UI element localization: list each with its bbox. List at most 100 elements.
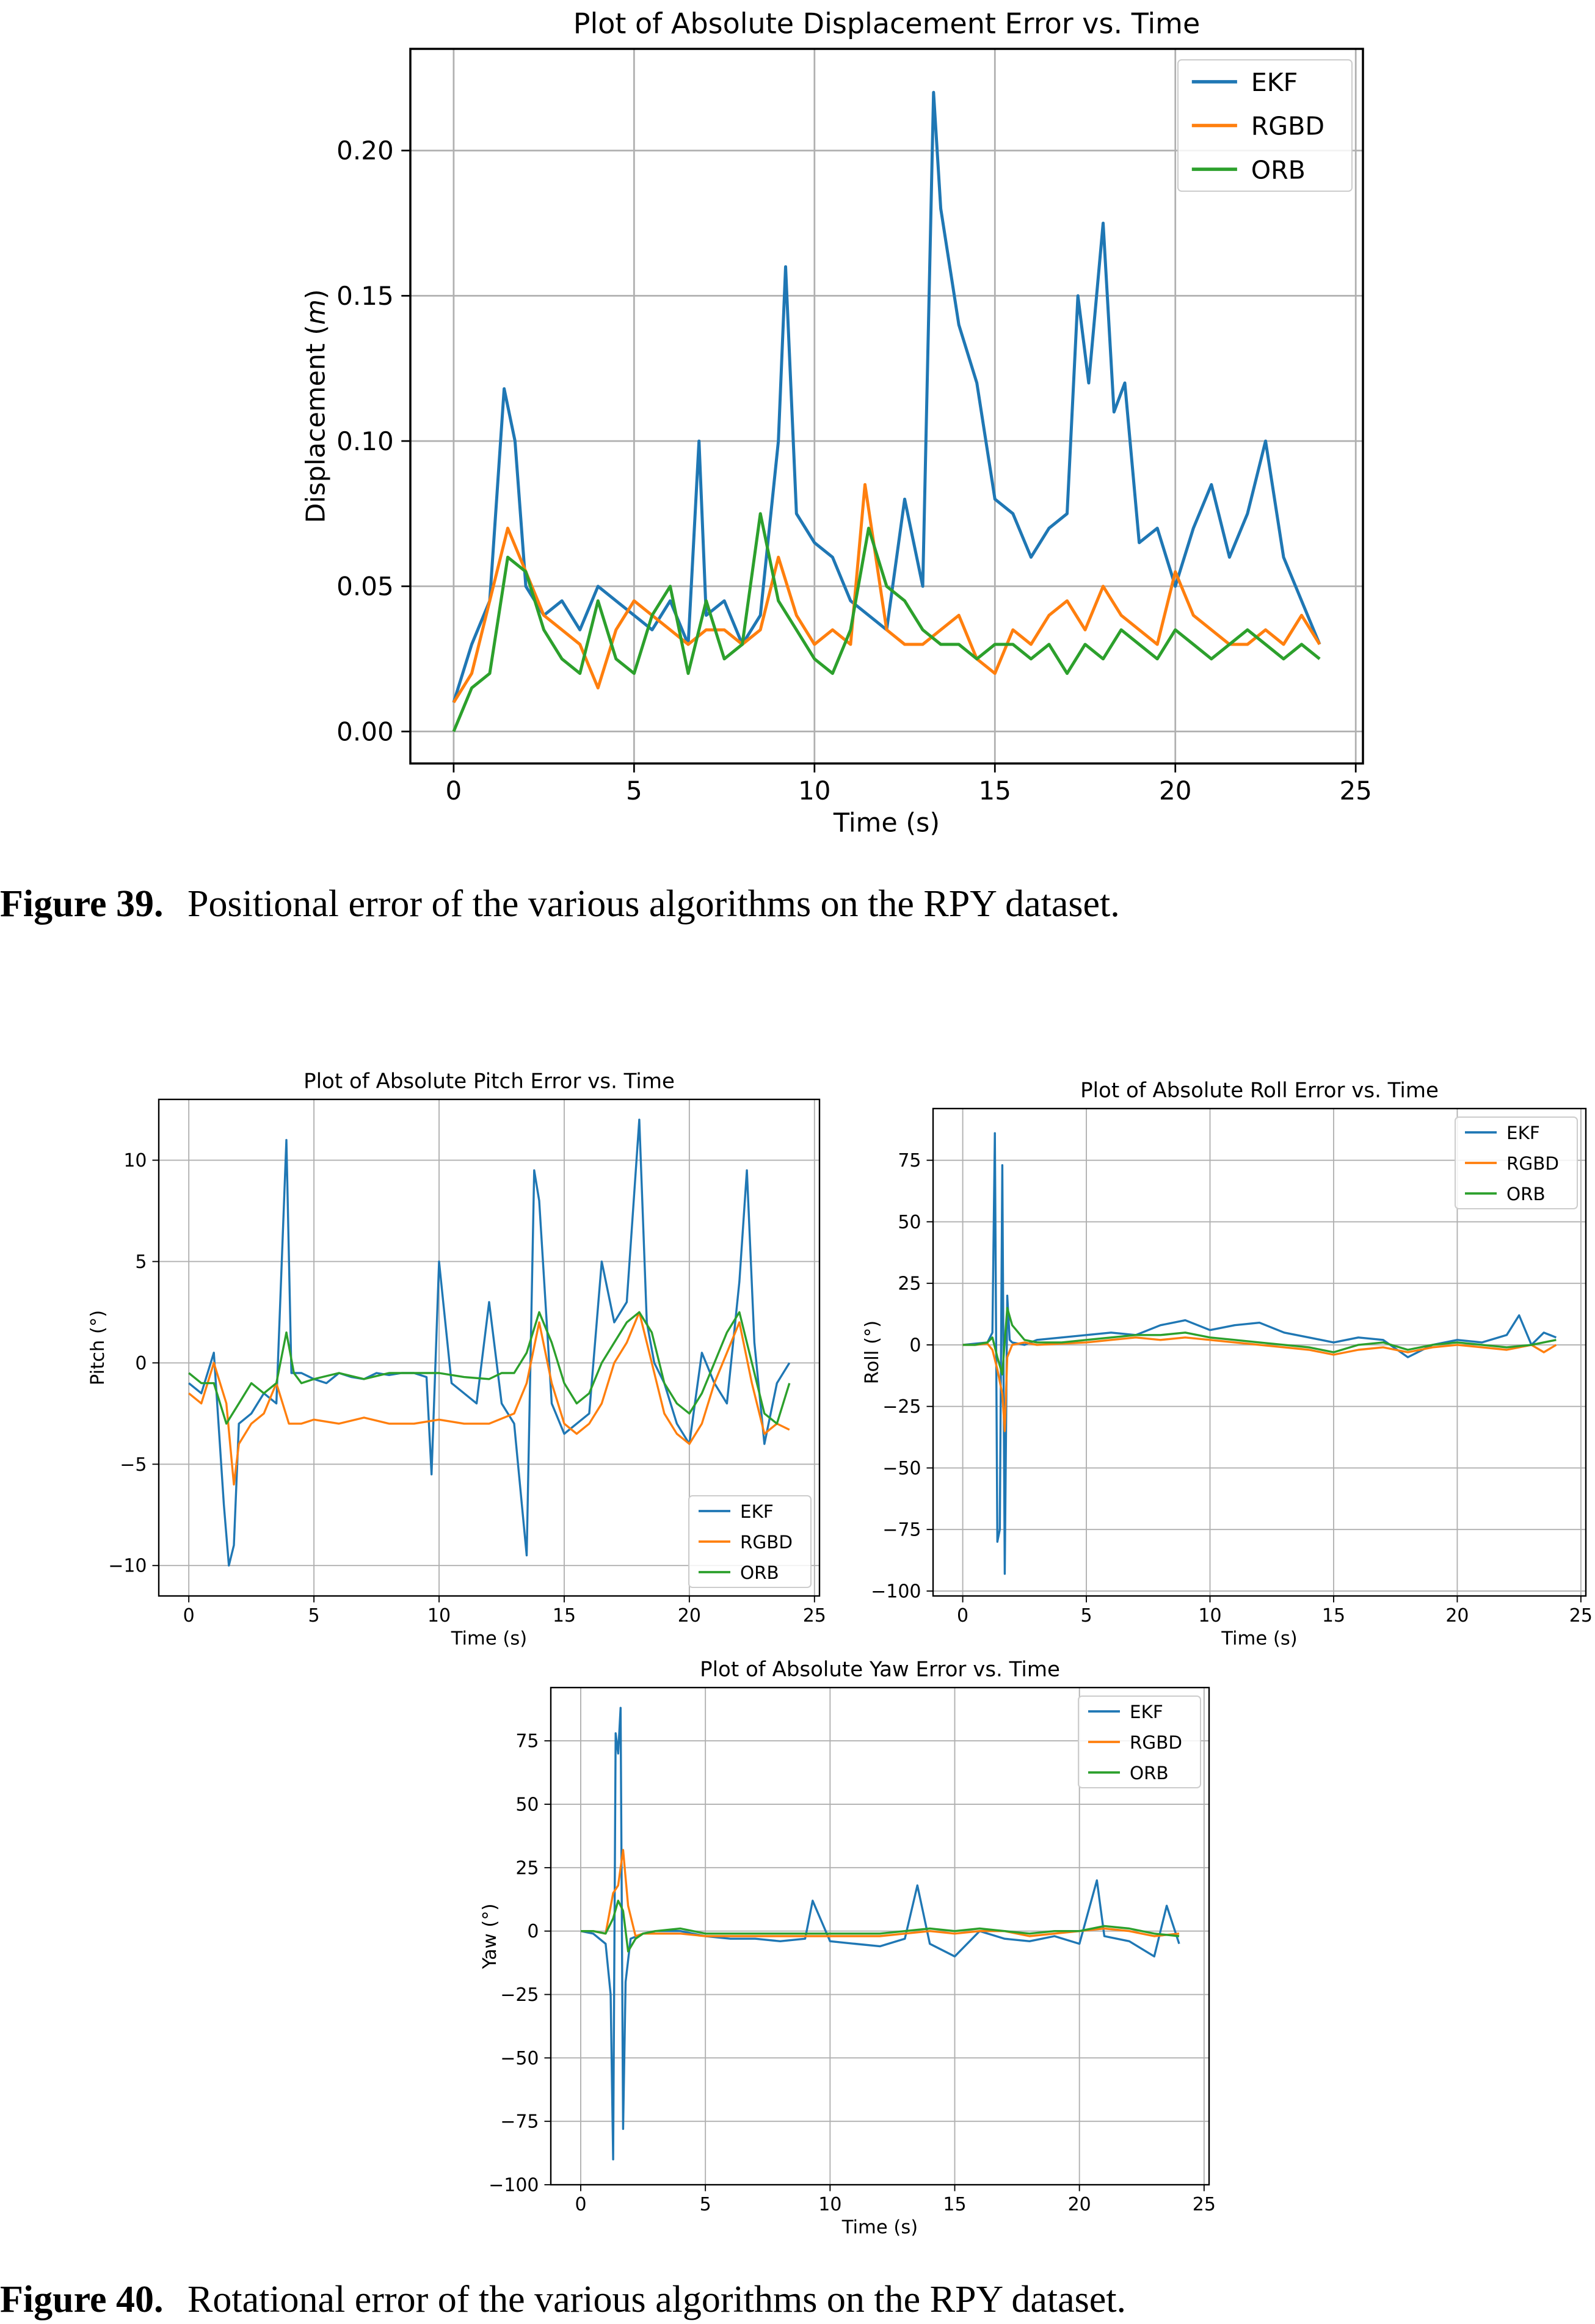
yaw-legend-label-orb: ORB	[1130, 1763, 1169, 1783]
figure-40-text: Rotational error of the various algorith…	[187, 2279, 1126, 2320]
displacement-error-chart: Plot of Absolute Displacement Error vs. …	[300, 7, 1372, 839]
pitch-chart-title: Plot of Absolute Pitch Error vs. Time	[303, 1069, 675, 1093]
roll-legend-box	[1455, 1116, 1578, 1209]
yaw-x-axis-label: Time (s)	[841, 2217, 918, 2238]
displacement-xtick-label-0: 0	[446, 776, 462, 806]
displacement-legend-label-ekf: EKF	[1251, 68, 1298, 97]
displacement-ytick-label-1: 0.05	[336, 572, 394, 602]
roll-ytick-label-4: 0	[909, 1335, 921, 1356]
yaw-ytick-label-2: −50	[500, 2048, 539, 2069]
roll-ytick-label-2: −50	[882, 1458, 921, 1479]
yaw-xtick-label-5: 25	[1193, 2194, 1216, 2215]
roll-ytick-label-7: 75	[898, 1150, 921, 1171]
displacement-plot-frame	[409, 48, 1364, 765]
displacement-ytick-label-2: 0.10	[336, 426, 394, 456]
pitch-legend-label-orb: ORB	[740, 1562, 779, 1583]
yaw-ytick-label-7: 75	[515, 1731, 539, 1752]
roll-legend-label-orb: ORB	[1506, 1184, 1546, 1204]
pitch-series-ekf	[188, 1118, 791, 1567]
displacement-series-rgbd	[452, 483, 1321, 704]
pitch-series-group	[188, 1118, 791, 1567]
roll-legend-label-rgbd: RGBD	[1506, 1153, 1559, 1174]
displacement-xtick-label-4: 20	[1159, 776, 1191, 806]
pitch-plot-frame	[158, 1098, 821, 1597]
yaw-legend-label-ekf: EKF	[1130, 1702, 1163, 1722]
yaw-series-group	[580, 1707, 1180, 2161]
displacement-ytick-label-3: 0.15	[336, 281, 394, 311]
yaw-ytick-label-1: −75	[500, 2111, 539, 2133]
pitch-xtick-label-5: 25	[803, 1605, 826, 1626]
pitch-legend: EKF RGBD ORB	[688, 1495, 812, 1588]
displacement-legend: EKF RGBD ORB	[1177, 59, 1353, 192]
yaw-y-axis-label: Yaw (°)	[479, 1903, 501, 1969]
roll-xtick-label-1: 5	[1081, 1605, 1092, 1626]
pitch-legend-label-ekf: EKF	[740, 1501, 774, 1522]
yaw-xtick-label-1: 5	[700, 2194, 711, 2215]
pitch-ytick-label-2: 0	[135, 1353, 147, 1374]
roll-ytick-label-5: 25	[898, 1273, 921, 1295]
roll-ytick-label-6: 50	[898, 1212, 921, 1233]
roll-legend-label-ekf: EKF	[1506, 1123, 1540, 1143]
roll-x-axis-label: Time (s)	[1221, 1628, 1297, 1650]
pitch-error-chart: Plot of Absolute Pitch Error vs. Time 0 5 1…	[87, 1069, 826, 1649]
displacement-grid	[410, 49, 1363, 763]
displacement-y-axis-label-end: )	[300, 289, 331, 299]
displacement-ytick-label-0: 0.00	[336, 716, 394, 746]
roll-xtick-label-4: 20	[1445, 1605, 1469, 1626]
yaw-series-orb	[581, 1900, 1180, 1953]
displacement-xtick-label-2: 10	[798, 776, 830, 806]
yaw-legend: EKF RGBD ORB	[1078, 1696, 1201, 1788]
yaw-chart-title: Plot of Absolute Yaw Error vs. Time	[700, 1657, 1060, 1681]
yaw-legend-label-rgbd: RGBD	[1130, 1732, 1182, 1753]
figure-39-caption: Figure 39. Positional error of the vario…	[0, 883, 1120, 925]
roll-y-axis-label: Roll (°)	[862, 1320, 883, 1385]
displacement-xtick-label-1: 5	[626, 776, 642, 806]
pitch-x-axis-label: Time (s)	[451, 1628, 527, 1650]
pitch-ytick-label-1: −5	[120, 1454, 147, 1476]
displacement-y-axis-label: Displacement (m)	[300, 289, 331, 523]
roll-series-rgbd	[962, 1336, 1557, 1432]
displacement-legend-box	[1177, 59, 1353, 192]
displacement-series-group	[452, 90, 1321, 732]
displacement-chart-title: Plot of Absolute Displacement Error vs. …	[573, 7, 1201, 40]
pitch-legend-box	[688, 1495, 812, 1588]
pitch-ytick-label-4: 10	[123, 1150, 147, 1171]
roll-series-orb	[962, 1306, 1557, 1376]
pitch-legend-label-rgbd: RGBD	[740, 1532, 793, 1553]
yaw-series-rgbd	[581, 1849, 1180, 1937]
yaw-series-ekf	[580, 1707, 1180, 2161]
pitch-series-rgbd	[188, 1311, 790, 1486]
roll-series-group	[962, 1132, 1557, 1575]
displacement-legend-label-rgbd: RGBD	[1251, 112, 1324, 141]
pitch-xtick-label-3: 15	[553, 1605, 576, 1626]
displacement-x-axis-label: Time (s)	[833, 807, 940, 838]
pitch-series-orb	[188, 1311, 791, 1425]
figure-39-text: Positional error of the various algorith…	[187, 883, 1120, 925]
roll-xtick-label-0: 0	[957, 1605, 968, 1626]
pitch-xtick-label-4: 20	[678, 1605, 701, 1626]
roll-xtick-label-3: 15	[1322, 1605, 1345, 1626]
figure-39-number: Figure 39.	[0, 883, 164, 925]
pitch-xtick-label-2: 10	[427, 1605, 451, 1626]
yaw-ytick-label-3: −25	[500, 1984, 539, 2006]
displacement-y-axis-label-unit: m	[300, 299, 331, 325]
roll-legend: EKF RGBD ORB	[1455, 1116, 1578, 1209]
yaw-error-chart: Plot of Absolute Yaw Error vs. Time 0 5 10 1…	[479, 1657, 1216, 2238]
pitch-xtick-label-0: 0	[183, 1605, 195, 1626]
pitch-y-axis-label: Pitch (°)	[87, 1310, 109, 1385]
yaw-xtick-label-2: 10	[818, 2194, 841, 2215]
pitch-xtick-label-1: 5	[308, 1605, 320, 1626]
yaw-xtick-label-3: 15	[943, 2194, 966, 2215]
displacement-y-axis-label-main: Displacement (	[300, 325, 331, 523]
roll-plot-frame	[932, 1107, 1587, 1597]
figure-40-caption: Figure 40. Rotational error of the vario…	[0, 2279, 1126, 2320]
roll-ytick-label-1: −75	[882, 1520, 921, 1541]
roll-chart-title: Plot of Absolute Roll Error vs. Time	[1080, 1078, 1439, 1102]
yaw-ytick-label-6: 50	[515, 1794, 539, 1816]
yaw-ytick-label-4: 0	[527, 1921, 539, 1942]
yaw-legend-box	[1078, 1696, 1201, 1788]
roll-xtick-label-5: 25	[1569, 1605, 1593, 1626]
displacement-series-orb	[452, 512, 1321, 732]
pitch-ytick-label-0: −10	[108, 1556, 147, 1577]
